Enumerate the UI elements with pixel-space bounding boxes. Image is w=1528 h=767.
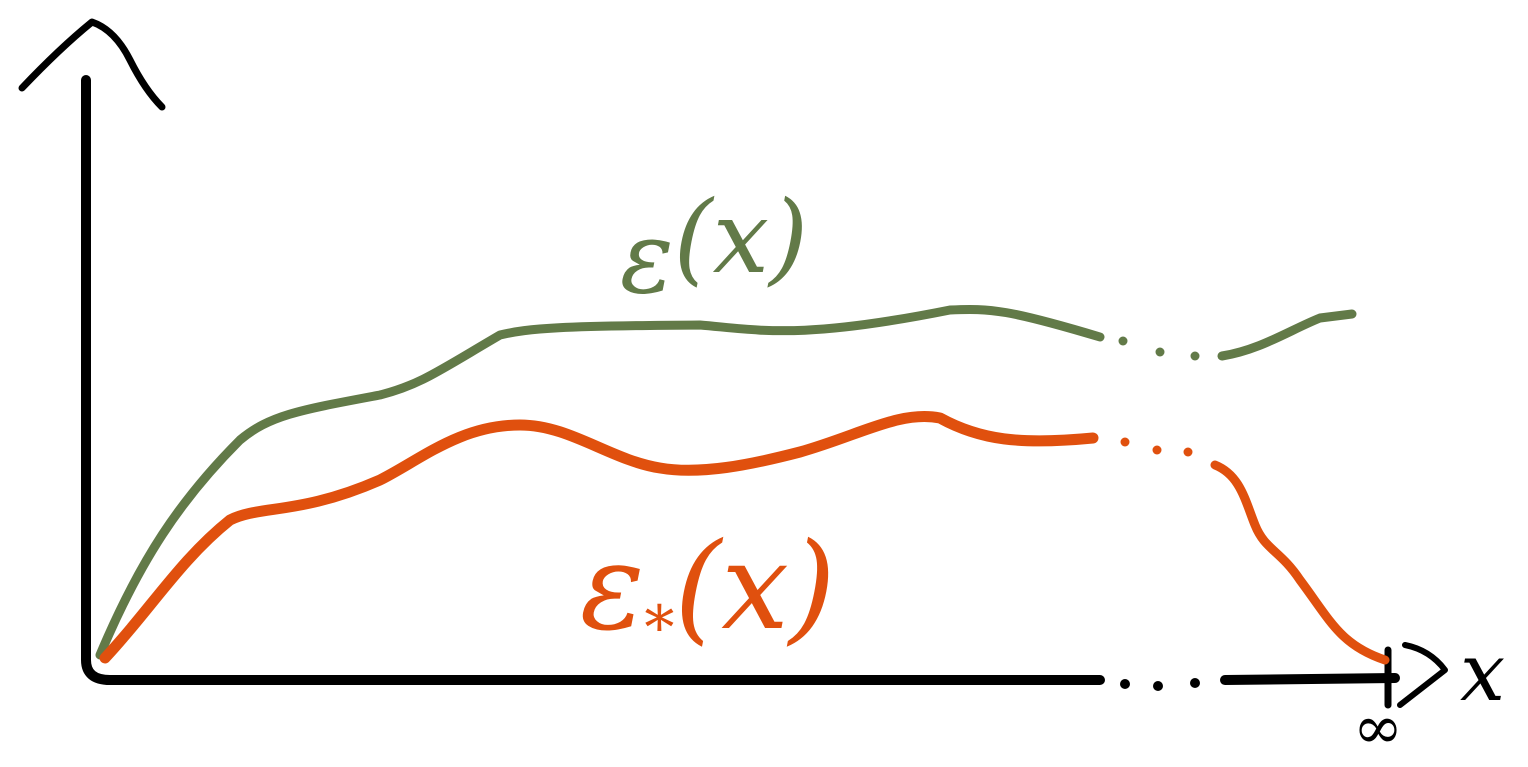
x-axis (81, 75, 1105, 685)
curve-dot (1120, 437, 1130, 447)
curve-epsilon-tail (1217, 309, 1357, 361)
label-sub: * (644, 593, 674, 663)
curve-label: ε*(x) (580, 518, 836, 663)
label-base: ε (580, 518, 644, 657)
curve-dot (1190, 351, 1200, 361)
x-axis-label: x (1460, 626, 1505, 719)
axis-dot (1190, 678, 1200, 688)
curve-dot (1183, 447, 1193, 457)
x-arrow-head (1397, 642, 1448, 708)
y-arrow-head (18, 18, 166, 111)
curve-epsilon-star-tail (1210, 460, 1390, 665)
label-arg: (x) (674, 179, 808, 296)
curve-dot (1152, 445, 1162, 455)
curve-epsilon (95, 304, 1105, 660)
axis-dot (1153, 681, 1163, 691)
curve-epsilon-star (99, 411, 1099, 664)
curve-dot (1118, 336, 1128, 346)
label-arg: (x) (674, 518, 835, 657)
label-base: ε (620, 199, 674, 316)
curve-dot (1155, 347, 1165, 357)
axis-dot (1120, 679, 1130, 689)
x-end-label: ∞ (1353, 693, 1403, 763)
curve-label: ε(x) (620, 179, 808, 316)
x-axis-tail (1220, 673, 1400, 685)
